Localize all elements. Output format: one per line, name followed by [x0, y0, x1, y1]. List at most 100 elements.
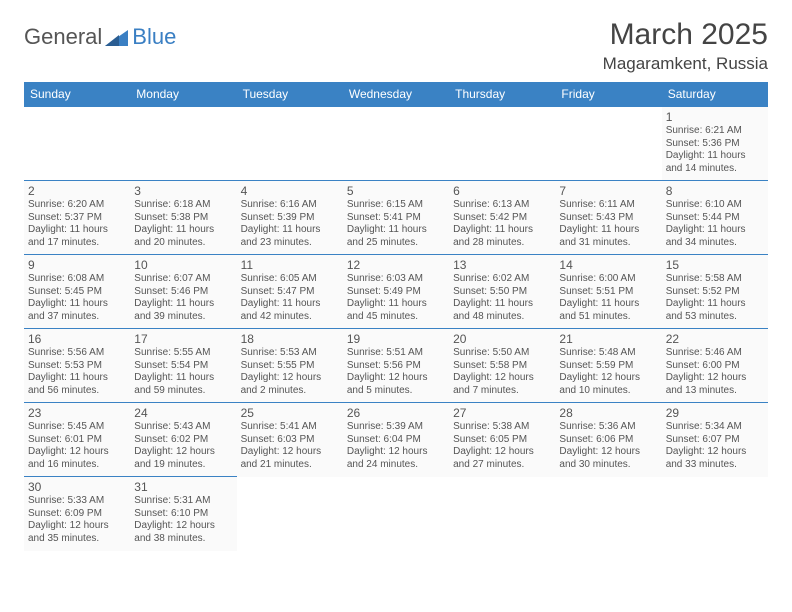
sunrise-text: Sunrise: 6:05 AM — [241, 273, 339, 286]
calendar-day-cell: 24Sunrise: 5:43 AMSunset: 6:02 PMDayligh… — [130, 403, 236, 477]
calendar-day-cell: 20Sunrise: 5:50 AMSunset: 5:58 PMDayligh… — [449, 329, 555, 403]
sunset-text: Sunset: 5:58 PM — [453, 360, 551, 373]
daylight-text: Daylight: 12 hours and 2 minutes. — [241, 372, 339, 397]
daylight-text: Daylight: 11 hours and 53 minutes. — [666, 298, 764, 323]
sunset-text: Sunset: 5:47 PM — [241, 286, 339, 299]
daylight-text: Daylight: 11 hours and 59 minutes. — [134, 372, 232, 397]
sunrise-text: Sunrise: 6:16 AM — [241, 199, 339, 212]
calendar-day-cell: 1Sunrise: 6:21 AMSunset: 5:36 PMDaylight… — [662, 107, 768, 181]
sunrise-text: Sunrise: 5:46 AM — [666, 347, 764, 360]
calendar-day-cell: 21Sunrise: 5:48 AMSunset: 5:59 PMDayligh… — [555, 329, 661, 403]
daylight-text: Daylight: 12 hours and 21 minutes. — [241, 446, 339, 471]
sunrise-text: Sunrise: 5:36 AM — [559, 421, 657, 434]
weekday-header: Saturday — [662, 82, 768, 107]
sunrise-text: Sunrise: 6:03 AM — [347, 273, 445, 286]
day-number: 15 — [666, 258, 764, 272]
daylight-text: Daylight: 12 hours and 33 minutes. — [666, 446, 764, 471]
daylight-text: Daylight: 11 hours and 51 minutes. — [559, 298, 657, 323]
day-number: 3 — [134, 184, 232, 198]
sunset-text: Sunset: 5:36 PM — [666, 138, 764, 151]
day-number: 6 — [453, 184, 551, 198]
calendar-day-cell — [449, 477, 555, 551]
weekday-header: Thursday — [449, 82, 555, 107]
calendar-day-cell: 16Sunrise: 5:56 AMSunset: 5:53 PMDayligh… — [24, 329, 130, 403]
sunrise-text: Sunrise: 5:33 AM — [28, 495, 126, 508]
daylight-text: Daylight: 12 hours and 5 minutes. — [347, 372, 445, 397]
daylight-text: Daylight: 11 hours and 39 minutes. — [134, 298, 232, 323]
sunset-text: Sunset: 5:54 PM — [134, 360, 232, 373]
sunset-text: Sunset: 6:05 PM — [453, 434, 551, 447]
daylight-text: Daylight: 12 hours and 19 minutes. — [134, 446, 232, 471]
daylight-text: Daylight: 11 hours and 17 minutes. — [28, 224, 126, 249]
daylight-text: Daylight: 12 hours and 13 minutes. — [666, 372, 764, 397]
logo: General Blue — [24, 18, 176, 50]
day-number: 2 — [28, 184, 126, 198]
calendar-week-row: 23Sunrise: 5:45 AMSunset: 6:01 PM Dayligh… — [24, 403, 768, 477]
calendar-day-cell: 12Sunrise: 6:03 AMSunset: 5:49 PMDayligh… — [343, 255, 449, 329]
sunset-text: Sunset: 5:49 PM — [347, 286, 445, 299]
day-number: 5 — [347, 184, 445, 198]
sunset-text: Sunset: 6:03 PM — [241, 434, 339, 447]
sunrise-text: Sunrise: 6:21 AM — [666, 125, 764, 138]
calendar-day-cell — [237, 477, 343, 551]
day-number: 24 — [134, 406, 232, 420]
daylight-text: Daylight: 12 hours and 7 minutes. — [453, 372, 551, 397]
calendar-day-cell: 9Sunrise: 6:08 AMSunset: 5:45 PMDaylight… — [24, 255, 130, 329]
sunset-text: Sunset: 5:41 PM — [347, 212, 445, 225]
daylight-text: Daylight: 11 hours and 23 minutes. — [241, 224, 339, 249]
day-number: 20 — [453, 332, 551, 346]
day-number: 12 — [347, 258, 445, 272]
sunset-text: Sunset: 6:10 PM — [134, 508, 232, 521]
sunset-text: Sunset: 6:04 PM — [347, 434, 445, 447]
calendar-day-cell — [237, 107, 343, 181]
calendar-day-cell: 19Sunrise: 5:51 AMSunset: 5:56 PMDayligh… — [343, 329, 449, 403]
weekday-header: Sunday — [24, 82, 130, 107]
day-number: 17 — [134, 332, 232, 346]
calendar-day-cell: 22Sunrise: 5:46 AMSunset: 6:00 PMDayligh… — [662, 329, 768, 403]
day-number: 7 — [559, 184, 657, 198]
sunset-text: Sunset: 6:00 PM — [666, 360, 764, 373]
weekday-header-row: Sunday Monday Tuesday Wednesday Thursday… — [24, 82, 768, 107]
calendar-day-cell — [555, 477, 661, 551]
daylight-text: Daylight: 11 hours and 45 minutes. — [347, 298, 445, 323]
day-number: 23 — [28, 406, 126, 420]
sunrise-text: Sunrise: 5:48 AM — [559, 347, 657, 360]
sunset-text: Sunset: 5:56 PM — [347, 360, 445, 373]
sunrise-text: Sunrise: 5:50 AM — [453, 347, 551, 360]
calendar-week-row: 30Sunrise: 5:33 AMSunset: 6:09 PMDayligh… — [24, 477, 768, 551]
daylight-text: Daylight: 12 hours and 10 minutes. — [559, 372, 657, 397]
sunrise-text: Sunrise: 5:39 AM — [347, 421, 445, 434]
calendar-table: Sunday Monday Tuesday Wednesday Thursday… — [24, 82, 768, 551]
sunset-text: Sunset: 5:46 PM — [134, 286, 232, 299]
daylight-text: Daylight: 12 hours and 38 minutes. — [134, 520, 232, 545]
month-title: March 2025 — [603, 18, 768, 52]
sunset-text: Sunset: 5:44 PM — [666, 212, 764, 225]
calendar-day-cell — [130, 107, 236, 181]
weekday-header: Tuesday — [237, 82, 343, 107]
logo-text-general: General — [24, 24, 102, 50]
calendar-day-cell: 18Sunrise: 5:53 AMSunset: 5:55 PMDayligh… — [237, 329, 343, 403]
calendar-day-cell: 14Sunrise: 6:00 AMSunset: 5:51 PMDayligh… — [555, 255, 661, 329]
sunrise-text: Sunrise: 5:38 AM — [453, 421, 551, 434]
calendar-day-cell: 8Sunrise: 6:10 AMSunset: 5:44 PMDaylight… — [662, 181, 768, 255]
daylight-text: Daylight: 11 hours and 31 minutes. — [559, 224, 657, 249]
sunrise-text: Sunrise: 5:41 AM — [241, 421, 339, 434]
sunrise-text: Sunrise: 5:53 AM — [241, 347, 339, 360]
sunset-text: Sunset: 6:01 PM — [28, 434, 126, 447]
calendar-day-cell: 13Sunrise: 6:02 AMSunset: 5:50 PMDayligh… — [449, 255, 555, 329]
sunrise-text: Sunrise: 6:18 AM — [134, 199, 232, 212]
calendar-week-row: 2Sunrise: 6:20 AMSunset: 5:37 PMDaylight… — [24, 181, 768, 255]
daylight-text: Daylight: 11 hours and 25 minutes. — [347, 224, 445, 249]
sunrise-text: Sunrise: 6:10 AM — [666, 199, 764, 212]
sunset-text: Sunset: 5:45 PM — [28, 286, 126, 299]
sunrise-text: Sunrise: 6:08 AM — [28, 273, 126, 286]
sunset-text: Sunset: 6:09 PM — [28, 508, 126, 521]
sunrise-text: Sunrise: 5:45 AM — [28, 421, 126, 434]
day-number: 4 — [241, 184, 339, 198]
sunrise-text: Sunrise: 5:58 AM — [666, 273, 764, 286]
day-number: 8 — [666, 184, 764, 198]
daylight-text: Daylight: 12 hours and 30 minutes. — [559, 446, 657, 471]
day-number: 10 — [134, 258, 232, 272]
day-number: 9 — [28, 258, 126, 272]
calendar-day-cell: 23Sunrise: 5:45 AMSunset: 6:01 PMDayligh… — [24, 403, 130, 477]
